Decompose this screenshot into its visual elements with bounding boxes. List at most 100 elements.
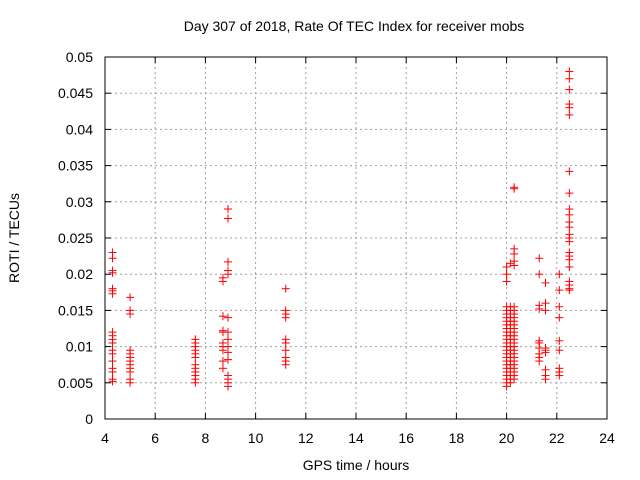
data-point	[510, 375, 519, 384]
data-point	[223, 382, 232, 391]
data-point	[223, 355, 232, 364]
data-point	[223, 348, 232, 357]
data-point	[218, 357, 227, 366]
x-tick-label: 16	[398, 430, 414, 446]
data-point	[191, 353, 200, 362]
y-tick-label: 0.035	[58, 158, 93, 174]
y-tick-label: 0.01	[66, 339, 93, 355]
data-point	[223, 328, 232, 337]
data-point	[108, 254, 117, 263]
data-point	[502, 262, 511, 271]
data-point	[565, 262, 574, 271]
data-point	[223, 335, 232, 344]
y-tick-label: 0.03	[66, 194, 93, 210]
data-point	[541, 278, 550, 287]
data-point	[108, 357, 117, 366]
x-tick-label: 12	[298, 430, 314, 446]
data-point	[565, 167, 574, 176]
data-point	[218, 312, 227, 321]
data-point	[281, 338, 290, 347]
y-tick-label: 0.05	[66, 49, 93, 65]
data-point	[108, 377, 117, 386]
y-tick-label: 0.025	[58, 230, 93, 246]
y-tick-label: 0.015	[58, 302, 93, 318]
data-point	[108, 289, 117, 298]
data-point	[281, 346, 290, 355]
data-point	[506, 259, 515, 268]
data-point	[555, 371, 564, 380]
data-point	[565, 85, 574, 94]
data-point	[565, 67, 574, 76]
y-tick-label: 0.02	[66, 266, 93, 282]
data-point	[555, 302, 564, 311]
data-point	[535, 357, 544, 366]
grid	[105, 57, 607, 419]
x-tick-label: 20	[499, 430, 515, 446]
data-point	[223, 205, 232, 214]
data-point	[126, 378, 135, 387]
data-point	[108, 349, 117, 358]
data-point	[565, 255, 574, 264]
data-point	[223, 313, 232, 322]
data-point	[510, 184, 519, 193]
data-point	[502, 270, 511, 279]
data-point	[126, 367, 135, 376]
data-point	[555, 336, 564, 345]
y-axis-label: ROTI / TECUs	[6, 193, 22, 283]
x-tick-label: 24	[599, 430, 615, 446]
x-tick-label: 6	[151, 430, 159, 446]
data-point	[218, 346, 227, 355]
data-point	[565, 210, 574, 219]
data-point	[541, 299, 550, 308]
chart-title: Day 307 of 2018, Rate Of TEC Index for r…	[184, 18, 525, 34]
data-point	[281, 360, 290, 369]
data-point	[535, 254, 544, 263]
data-point	[223, 257, 232, 266]
y-tick-label: 0.04	[66, 121, 93, 137]
axis-ticks: 4 6 8 10 12 14 16 18 20 22 24 0 0.005 0.01 0.015 0.02 0.…	[58, 49, 615, 446]
data-point	[506, 378, 515, 387]
data-point	[535, 304, 544, 313]
x-tick-label: 14	[348, 430, 364, 446]
data-point	[565, 237, 574, 246]
data-point	[555, 313, 564, 322]
data-point	[541, 348, 550, 357]
x-tick-label: 10	[248, 430, 264, 446]
data-point	[510, 249, 519, 258]
data-point	[126, 293, 135, 302]
y-tick-label: 0.045	[58, 85, 93, 101]
data-point	[502, 382, 511, 391]
data-point	[541, 306, 550, 315]
data-point	[108, 338, 117, 347]
data-point	[565, 189, 574, 198]
y-tick-label: 0.005	[58, 375, 93, 391]
data-point	[555, 270, 564, 279]
y-tick-label: 0	[85, 411, 93, 427]
data-point	[218, 364, 227, 373]
data-point	[565, 110, 574, 119]
data-points	[108, 67, 574, 391]
data-point	[565, 286, 574, 295]
data-point	[541, 375, 550, 384]
data-point	[281, 284, 290, 293]
data-point	[510, 261, 519, 270]
data-point	[191, 378, 200, 387]
data-point	[108, 367, 117, 376]
x-tick-label: 22	[549, 430, 565, 446]
x-axis-label: GPS time / hours	[303, 457, 410, 473]
data-point	[223, 270, 232, 279]
data-point	[281, 313, 290, 322]
data-point	[108, 268, 117, 277]
data-point	[555, 286, 564, 295]
x-tick-label: 8	[202, 430, 210, 446]
data-point	[126, 310, 135, 319]
data-point	[502, 277, 511, 286]
data-point	[555, 346, 564, 355]
x-tick-label: 4	[101, 430, 109, 446]
data-point	[565, 103, 574, 112]
data-point	[565, 74, 574, 83]
data-point	[535, 270, 544, 279]
x-tick-label: 18	[449, 430, 465, 446]
data-point	[565, 223, 574, 232]
